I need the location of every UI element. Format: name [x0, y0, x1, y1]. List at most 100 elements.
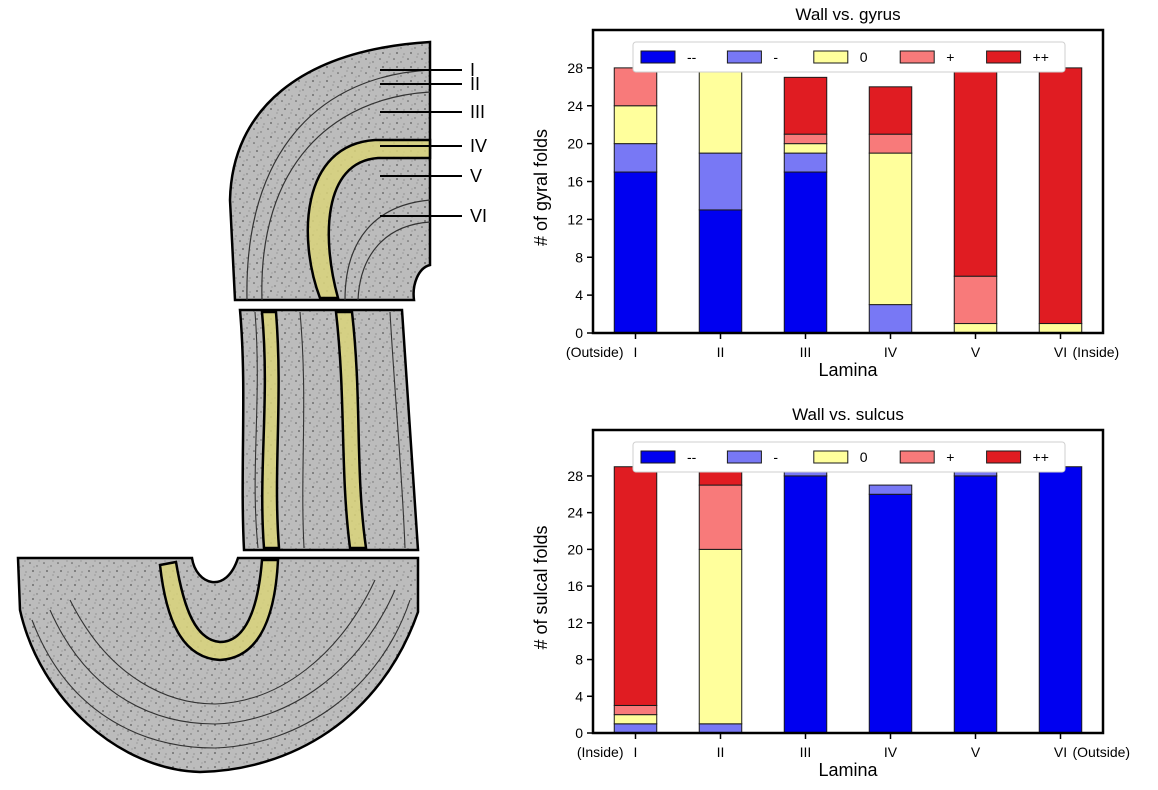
- legend-box: [632, 441, 1066, 473]
- x-axis-label: Lamina: [818, 360, 878, 380]
- y-axis: 0 4 8 12 16 20 24 28 # of sulcal folds: [531, 468, 593, 741]
- y-tick-label: 12: [567, 615, 583, 631]
- bar-segment: [868, 493, 913, 734]
- bar-segment: [783, 76, 828, 135]
- x-axis: I II III IV V VI(Outside) (Inside)Lamina: [566, 333, 1119, 380]
- y-tick-label: 16: [567, 578, 583, 594]
- chart-title: Wall vs. sulcus: [792, 405, 904, 424]
- legend-box: [632, 41, 1066, 73]
- legend-swatch: [986, 450, 1022, 464]
- sulcus-lamina-lines: [31, 579, 411, 749]
- gyrus-lamina-lines: [246, 69, 431, 301]
- legend-label: ++: [1033, 49, 1049, 65]
- y-tick-label: 20: [567, 136, 583, 152]
- wall-lamina-lines: [254, 311, 406, 549]
- y-tick-label: 24: [567, 98, 583, 114]
- x-edge-label-right: (Inside): [1073, 344, 1120, 360]
- bars: [613, 67, 1083, 334]
- bar-segment: [783, 143, 828, 154]
- bar-segment: [698, 209, 743, 334]
- legend: -- -0 + ++: [632, 41, 1066, 73]
- x-tick-label: V: [971, 344, 981, 360]
- sulcal-folds-chart: Wall vs. sulcus 0 4 8 12 16 20 24 28 # of sulcal …: [531, 405, 1130, 780]
- x-tick-label: V: [971, 744, 981, 760]
- bar-segment: [953, 323, 998, 334]
- x-tick-label: II: [717, 344, 725, 360]
- bar-segment: [1038, 323, 1083, 334]
- bar-segment: [953, 475, 998, 734]
- bar-segment: [613, 723, 658, 734]
- x-tick-label: I: [634, 744, 638, 760]
- legend-label: 0: [860, 449, 868, 465]
- bar-segment: [698, 548, 743, 725]
- legend-label: +: [946, 49, 954, 65]
- gyral-folds-chart: Wall vs. gyrus 0 4 8 12 16 20 24 28 # of gyral fo…: [531, 5, 1119, 380]
- legend-label: -: [773, 449, 778, 465]
- lamina-label: II: [470, 74, 480, 94]
- y-tick-label: 8: [575, 652, 583, 668]
- plot-frame: [591, 28, 1105, 335]
- x-edge-label-left: (Outside): [566, 344, 624, 360]
- bar-segment: [868, 86, 913, 135]
- bar-segment: [698, 67, 743, 154]
- legend: -- -0 + ++: [632, 441, 1066, 473]
- bar-segment: [698, 152, 743, 211]
- y-tick-label: 4: [575, 688, 583, 704]
- x-tick-label: VI: [1054, 744, 1067, 760]
- y-tick-label: 0: [575, 325, 583, 341]
- sulcus-layer-iv-band: [158, 558, 280, 662]
- bar-segment: [868, 304, 913, 334]
- y-axis-label: # of sulcal folds: [531, 525, 551, 649]
- x-tick-label: IV: [884, 344, 898, 360]
- legend-swatch: [726, 50, 762, 64]
- bar-segment: [868, 152, 913, 306]
- wall-layer-iv-band-right: [334, 310, 368, 550]
- bar-segment: [953, 67, 998, 277]
- y-tick-label: 28: [567, 468, 583, 484]
- x-tick-label: III: [800, 344, 812, 360]
- y-tick-label: 24: [567, 505, 583, 521]
- wall-section: [238, 308, 420, 552]
- bar-segment: [613, 143, 658, 173]
- bar-segment: [613, 466, 658, 706]
- bar-segment: [783, 171, 828, 334]
- x-tick-label: IV: [884, 744, 898, 760]
- x-tick-label: I: [634, 344, 638, 360]
- x-axis: I II III IV V VI(Inside) (Outside)Lamina: [577, 733, 1130, 780]
- legend-swatch: [640, 50, 676, 64]
- bar-segment: [698, 723, 743, 734]
- plot-frame: [591, 428, 1105, 735]
- bar-segment: [783, 133, 828, 145]
- x-edge-label-left: (Inside): [577, 744, 624, 760]
- bar-segment: [613, 105, 658, 145]
- legend-label: +: [946, 449, 954, 465]
- legend-swatch: [640, 450, 676, 464]
- legend-swatch: [899, 450, 935, 464]
- x-tick-label: VI: [1054, 344, 1067, 360]
- x-edge-label-right: (Outside): [1073, 744, 1131, 760]
- bar-segment: [698, 484, 743, 550]
- y-tick-label: 0: [575, 725, 583, 741]
- x-axis-label: Lamina: [818, 760, 878, 780]
- bar-segment: [783, 152, 828, 173]
- lamina-label: V: [470, 166, 482, 186]
- y-tick-label: 8: [575, 249, 583, 265]
- legend-label: --: [687, 49, 697, 65]
- bar-segment: [1038, 67, 1083, 325]
- legend-swatch: [813, 450, 849, 464]
- bar-segment: [953, 275, 998, 325]
- wall-layer-iv-band-left: [260, 310, 281, 550]
- x-tick-label: II: [717, 744, 725, 760]
- bar-segment: [868, 133, 913, 154]
- bar-segment: [613, 67, 658, 107]
- bar-segment: [868, 484, 913, 495]
- legend-swatch: [813, 50, 849, 64]
- chart-title: Wall vs. gyrus: [795, 5, 900, 24]
- legend-swatch: [899, 50, 935, 64]
- y-axis: 0 4 8 12 16 20 24 28 # of gyral folds: [531, 60, 593, 341]
- y-tick-label: 28: [567, 60, 583, 76]
- lamina-label: I: [470, 60, 475, 80]
